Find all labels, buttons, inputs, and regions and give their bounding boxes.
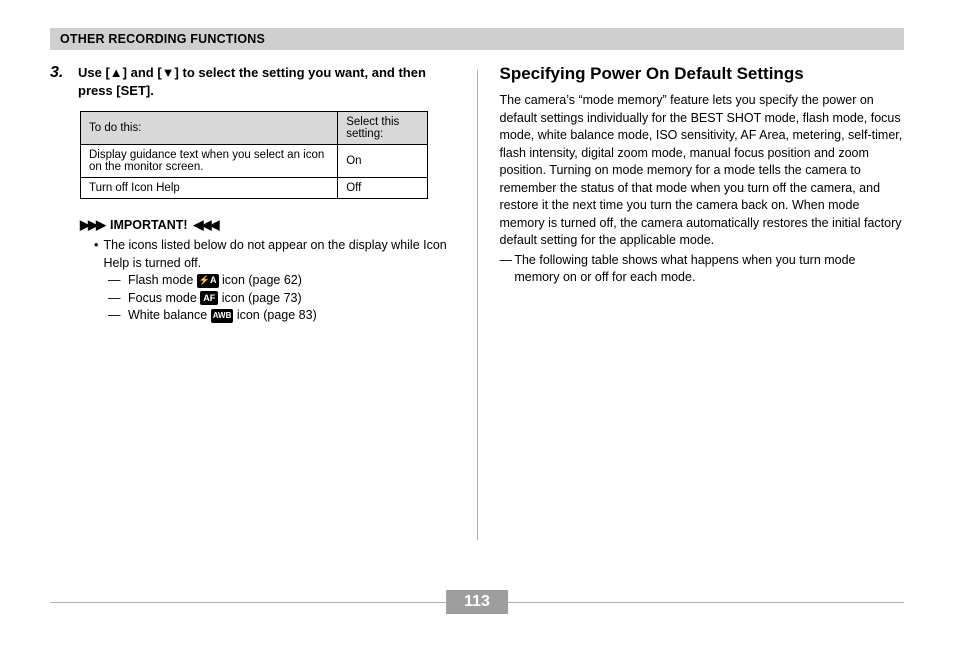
dash-text: Flash mode ⚡A icon (page 62) <box>128 272 302 290</box>
table-cell: Turn off Icon Help <box>81 178 338 199</box>
arrows-right-icon: ▶▶▶ <box>80 217 104 233</box>
white-balance-icon: AWB <box>211 309 234 323</box>
bullet-item: • The icons listed below do not appear o… <box>94 237 455 272</box>
table-row: Turn off Icon Help Off <box>81 178 428 199</box>
text-part: Flash mode <box>128 273 197 287</box>
right-column: Specifying Power On Default Settings The… <box>478 64 905 564</box>
manual-page: OTHER RECORDING FUNCTIONS 3. Use [▲] and… <box>0 0 954 646</box>
dash-icon: — <box>108 307 128 325</box>
table-row: Display guidance text when you select an… <box>81 145 428 178</box>
text-part: icon (page 73) <box>218 291 301 305</box>
step-text-part: ] and [ <box>123 65 162 80</box>
dash-note: — The following table shows what happens… <box>500 252 905 287</box>
body-paragraph: The camera’s “mode memory” feature lets … <box>500 92 905 250</box>
text-part: icon (page 83) <box>233 308 316 322</box>
bullet-text: The icons listed below do not appear on … <box>103 237 454 272</box>
settings-table: To do this: Select this setting: Display… <box>80 111 428 199</box>
step-text-part: Use [ <box>78 65 110 80</box>
dash-icon: — <box>108 272 128 290</box>
down-arrow-icon: ▼ <box>162 65 175 80</box>
dash-icon: — <box>108 290 128 308</box>
table-header-row: To do this: Select this setting: <box>81 112 428 145</box>
dash-icon: — <box>500 252 515 287</box>
up-arrow-icon: ▲ <box>110 65 123 80</box>
table-header: To do this: <box>81 112 338 145</box>
bullet-icon: • <box>94 237 103 272</box>
dash-text: Focus mode AF icon (page 73) <box>128 290 302 308</box>
important-callout: ▶▶▶ IMPORTANT! ◀◀◀ <box>80 217 455 233</box>
note-block: • The icons listed below do not appear o… <box>94 237 455 325</box>
table-cell: Display guidance text when you select an… <box>81 145 338 178</box>
dash-item: — Flash mode ⚡A icon (page 62) <box>108 272 455 290</box>
two-column-layout: 3. Use [▲] and [▼] to select the setting… <box>50 64 904 564</box>
important-label: IMPORTANT! <box>110 218 188 232</box>
text-part: Focus mode <box>128 291 200 305</box>
table-cell: Off <box>338 178 428 199</box>
step-3: 3. Use [▲] and [▼] to select the setting… <box>50 64 455 99</box>
page-footer: 113 <box>50 588 904 618</box>
table-header: Select this setting: <box>338 112 428 145</box>
step-number: 3. <box>50 64 68 82</box>
dash-item: — White balance AWB icon (page 83) <box>108 307 455 325</box>
section-header: OTHER RECORDING FUNCTIONS <box>50 28 904 50</box>
dash-text: White balance AWB icon (page 83) <box>128 307 317 325</box>
page-number: 113 <box>446 590 508 614</box>
arrows-left-icon: ◀◀◀ <box>194 217 218 233</box>
focus-mode-icon: AF <box>200 291 218 305</box>
dash-text: The following table shows what happens w… <box>514 252 904 287</box>
text-part: White balance <box>128 308 211 322</box>
table-cell: On <box>338 145 428 178</box>
dash-item: — Focus mode AF icon (page 73) <box>108 290 455 308</box>
text-part: icon (page 62) <box>219 273 302 287</box>
section-title: Specifying Power On Default Settings <box>500 64 905 84</box>
flash-mode-icon: ⚡A <box>197 274 219 288</box>
left-column: 3. Use [▲] and [▼] to select the setting… <box>50 64 477 564</box>
step-instruction: Use [▲] and [▼] to select the setting yo… <box>78 64 455 99</box>
